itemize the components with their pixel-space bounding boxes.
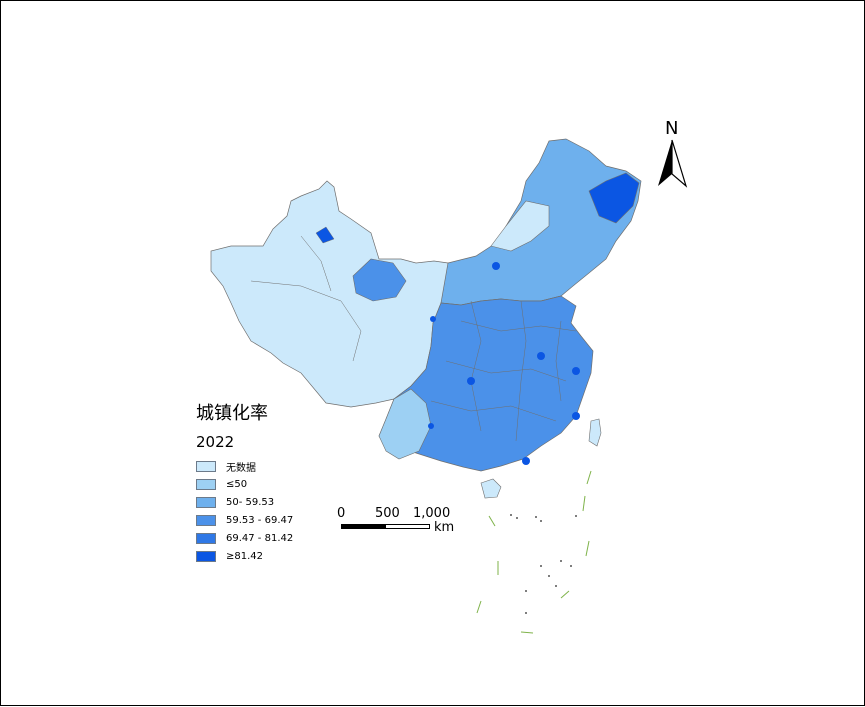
north-arrow-icon xyxy=(658,139,688,188)
legend-swatch xyxy=(196,496,216,508)
legend-item: ≤50 xyxy=(196,475,293,493)
south-sea-islands xyxy=(510,514,577,614)
legend-item: 69.47 - 81.42 xyxy=(196,529,293,547)
scale-tick-500: 500 xyxy=(375,506,400,521)
legend-label: 50- 59.53 xyxy=(226,496,275,508)
scale-segment-white xyxy=(385,524,430,529)
legend-swatch xyxy=(196,460,216,472)
scale-unit: km xyxy=(434,520,455,535)
map-region-southwest xyxy=(378,388,432,460)
legend-item: 59.53 - 69.47 xyxy=(196,511,293,529)
legend-label: ≤50 xyxy=(226,478,248,490)
legend: 城镇化率 2022 无数据 ≤50 50- 59.53 59.53 - 69.47 69… xyxy=(196,399,293,565)
legend-label: 69.47 - 81.42 xyxy=(226,532,294,544)
map-region-taiwan xyxy=(588,418,602,447)
north-arrow: N xyxy=(653,118,691,190)
legend-item: 50- 59.53 xyxy=(196,493,293,511)
legend-swatch xyxy=(196,514,216,526)
south-sea-boundary xyxy=(476,470,592,634)
legend-swatch xyxy=(196,478,216,490)
scale-tick-1000: 1,000 xyxy=(413,506,451,521)
legend-swatch xyxy=(196,550,216,562)
legend-item: 无数据 xyxy=(196,457,293,475)
map-internal-boundaries xyxy=(250,235,577,442)
scale-segment-black xyxy=(341,524,386,529)
legend-title: 城镇化率 xyxy=(196,403,268,424)
map-region-west xyxy=(210,180,454,408)
map-region-northeast-dark xyxy=(588,172,640,224)
map-region-qinghai-patch xyxy=(352,258,407,302)
legend-label: 无数据 xyxy=(226,462,256,474)
legend-year: 2022 xyxy=(196,433,235,451)
scale-tick-0: 0 xyxy=(337,506,346,521)
map-region-north-light xyxy=(490,200,550,252)
legend-items: 无数据 ≤50 50- 59.53 59.53 - 69.47 69.47 - 81.4… xyxy=(196,457,293,565)
legend-label: ≥81.42 xyxy=(226,550,264,562)
scale-bar: 0 500 1,000 km xyxy=(333,506,463,536)
map-region-xinjiang-city xyxy=(315,226,335,244)
map-region-hainan xyxy=(480,478,502,499)
legend-label: 59.53 - 69.47 xyxy=(226,514,294,526)
legend-item: ≥81.42 xyxy=(196,547,293,565)
north-label: N xyxy=(665,118,679,139)
map-city-highlights xyxy=(428,262,580,465)
legend-swatch xyxy=(196,532,216,544)
